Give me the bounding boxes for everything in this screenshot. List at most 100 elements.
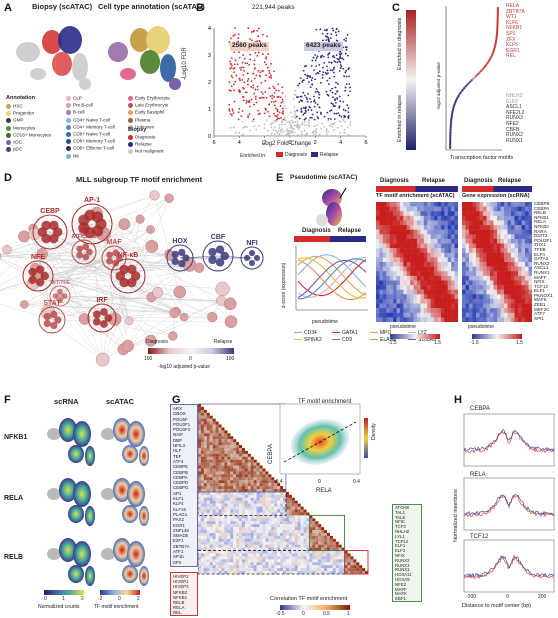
corr-cell — [212, 427, 216, 431]
corr-cell — [209, 483, 213, 487]
corr-cell — [233, 442, 237, 446]
corr-cell — [236, 474, 240, 478]
corr-cell — [212, 418, 216, 422]
network-node — [0, 253, 2, 260]
volcano-point — [270, 133, 273, 135]
volcano-point — [338, 57, 341, 60]
heatmap-cell — [413, 252, 418, 258]
annotation-item: B-cell — [66, 110, 85, 116]
corr-cell — [239, 450, 243, 454]
corr-cell — [268, 562, 272, 566]
heatmap-cell — [434, 243, 438, 249]
heatmap-cell — [525, 220, 529, 226]
corr-cell — [265, 559, 269, 563]
panel-f-label: F — [4, 394, 11, 406]
heatmap-cell — [521, 252, 526, 258]
annotation-label: GMP — [13, 118, 24, 124]
heatmap-gene: NFIX — [534, 279, 545, 285]
corr-cell — [198, 521, 202, 525]
heatmap-cell — [476, 275, 480, 281]
corr-cell — [271, 556, 275, 560]
corr-cell — [303, 521, 307, 525]
corr-cell — [236, 530, 240, 534]
corr-cell — [241, 512, 245, 516]
rank-point — [449, 139, 452, 142]
volcano-point — [330, 118, 332, 120]
heatmap-cell — [490, 225, 494, 230]
volcano-point — [324, 29, 326, 32]
heatmap-cell — [451, 257, 455, 263]
corr-cell — [224, 553, 228, 557]
annotation-item: CD16+ Monocytes — [6, 133, 51, 138]
heatmap-cell — [393, 285, 397, 290]
heatmap-gene: RELA — [534, 219, 547, 225]
volcano-point — [346, 104, 349, 107]
corr-cell — [227, 439, 231, 443]
heatmap-cell — [454, 225, 458, 230]
corr-cell — [227, 500, 231, 504]
corr-cell — [221, 515, 225, 519]
heatmap-cell — [393, 280, 397, 286]
corr-cell — [303, 556, 307, 560]
heatmap-cell — [504, 225, 508, 230]
footprint-line — [463, 430, 555, 454]
heatmap-cell — [423, 211, 428, 217]
volcano-point — [323, 125, 326, 128]
volcano-point — [253, 92, 256, 95]
heatmap-cell — [490, 243, 494, 249]
corr-cell — [259, 550, 263, 554]
rank-point — [496, 6, 499, 10]
heatmap-cell — [420, 294, 425, 300]
corr-cell — [280, 506, 284, 510]
network-group-label: NFE — [31, 254, 45, 261]
heatmap-cell — [376, 202, 380, 207]
corr-cell — [224, 436, 228, 440]
volcano-point — [265, 119, 268, 121]
line-legend-label: CD9 — [342, 337, 353, 343]
corr-cell — [259, 509, 263, 513]
heatmap-cell — [393, 215, 397, 221]
volcano-point — [258, 125, 260, 127]
corr-cell — [285, 515, 289, 519]
corr-cell — [259, 530, 263, 534]
volcano-point — [338, 70, 341, 72]
heatmap-cell — [437, 262, 442, 267]
corr-cell — [288, 565, 292, 569]
corr-cell — [259, 491, 263, 495]
heatmap-cell — [451, 252, 455, 258]
panel-c: C RELA ZBTB7A WT1 KLF6 NFKB1 SP1 ZFX KLF5 EGR1 RE… — [388, 0, 558, 165]
corr-cell — [215, 515, 219, 519]
corr-cell — [280, 491, 284, 495]
heatmap-cell — [504, 308, 508, 313]
corr-cell — [356, 571, 360, 575]
corr-cell — [280, 553, 284, 557]
volcano-point — [342, 67, 345, 70]
volcano-point — [263, 61, 266, 64]
corr-cell — [227, 477, 231, 481]
heatmap-gene: PKNOX1 — [534, 292, 553, 298]
heatmap-cell — [386, 234, 390, 240]
heatmap-cell — [486, 211, 491, 217]
corr-cell — [338, 544, 342, 548]
corr-cell — [259, 506, 263, 510]
rank-point — [449, 140, 452, 143]
heatmap-cell — [511, 252, 515, 258]
heatmap-cell — [437, 312, 442, 318]
heatmap-cell — [403, 220, 407, 226]
network-node — [173, 285, 187, 299]
corr-cell — [256, 532, 260, 536]
heatmap-cell — [444, 225, 448, 230]
corr-cell — [250, 515, 254, 519]
corr-cell — [198, 497, 202, 501]
heatmap-cell — [493, 280, 498, 286]
volcano-point — [289, 123, 292, 126]
volcano-point — [328, 77, 331, 80]
corr-cell — [321, 535, 325, 539]
corr-cell — [236, 471, 240, 475]
volcano-point — [315, 124, 318, 127]
heatmap-cell — [410, 252, 414, 258]
heatmap-cell — [497, 317, 501, 322]
corr-cell — [236, 556, 240, 560]
corr-cell — [300, 512, 304, 516]
corr-cell — [268, 486, 272, 490]
